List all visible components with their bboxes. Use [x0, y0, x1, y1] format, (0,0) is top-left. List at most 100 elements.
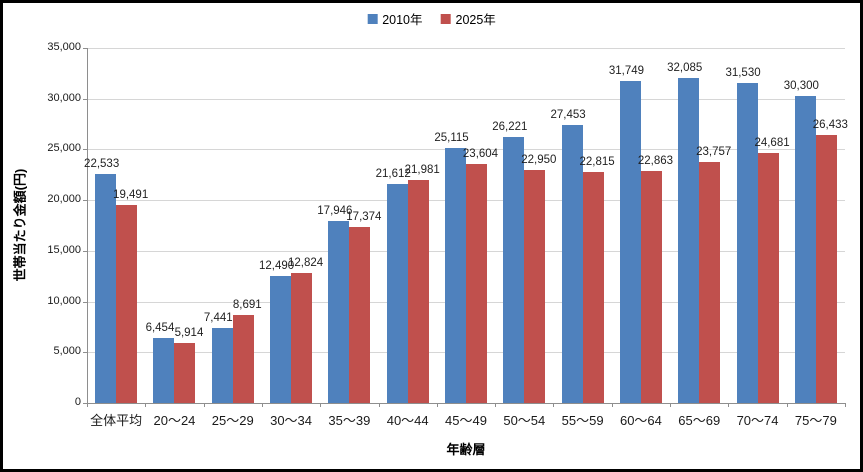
y-axis-tick — [83, 352, 87, 354]
bar-2025[interactable] — [349, 226, 371, 403]
value-label: 6,454 — [145, 321, 175, 334]
value-label: 31,530 — [725, 67, 761, 80]
x-tick-label: 全体平均 — [90, 413, 143, 428]
y-axis-tick — [83, 403, 87, 404]
value-label: 24,681 — [754, 136, 790, 149]
bar-2010[interactable] — [95, 174, 117, 403]
value-label: 25,115 — [434, 132, 469, 145]
value-label: 26,221 — [492, 121, 528, 134]
value-label: 26,433 — [812, 118, 848, 131]
y-tick-label: 5,000 — [53, 345, 81, 358]
bar-2025[interactable] — [407, 180, 429, 403]
value-label: 17,946 — [317, 204, 353, 217]
x-tick-label: 40〜44 — [386, 413, 429, 428]
value-label: 22,533 — [84, 158, 120, 171]
value-label: 12,490 — [258, 260, 295, 273]
bar-2025[interactable] — [174, 343, 196, 403]
y-tick-label: 30,000 — [47, 91, 81, 104]
bar-2010[interactable] — [328, 220, 350, 403]
bar-2010[interactable] — [386, 183, 408, 403]
bar-2010[interactable] — [270, 276, 292, 403]
y-axis-tick — [83, 149, 87, 151]
y-axis-tick — [83, 98, 87, 100]
x-axis-title: 年齢層 — [446, 442, 486, 457]
value-label: 22,815 — [579, 155, 615, 168]
y-tick-label: 10,000 — [47, 294, 81, 307]
value-label: 17,374 — [346, 210, 382, 223]
legend: 2010年 2025年 — [367, 9, 496, 28]
value-label: 23,604 — [462, 147, 499, 160]
bar-2010[interactable] — [503, 137, 525, 403]
x-tick-label: 50〜54 — [503, 413, 546, 428]
bar-2010[interactable] — [153, 337, 175, 403]
y-axis-tick — [83, 48, 87, 49]
bar-2025[interactable] — [640, 171, 662, 403]
bar-2025[interactable] — [116, 205, 138, 403]
x-tick-label: 55〜59 — [561, 413, 604, 428]
x-axis-line — [87, 403, 845, 404]
x-tick-label: 65〜69 — [678, 413, 721, 428]
x-axis-tick — [203, 403, 205, 407]
bar-2025[interactable] — [815, 134, 837, 403]
y-axis-title: 世帯当たり金額(円) — [12, 168, 28, 282]
value-label: 12,824 — [287, 256, 324, 269]
y-tick-label: 35,000 — [47, 41, 81, 53]
x-axis-tick — [728, 403, 730, 407]
legend-item-2025[interactable]: 2025年 — [440, 9, 496, 28]
gridline — [87, 48, 845, 49]
x-axis-tick — [320, 403, 322, 407]
legend-swatch-icon — [367, 13, 378, 24]
x-tick-label: 20〜24 — [153, 413, 196, 428]
y-axis-tick — [83, 301, 87, 303]
value-label: 31,749 — [608, 64, 645, 77]
bar-2025[interactable] — [582, 171, 604, 403]
y-tick-label: 0 — [74, 396, 81, 408]
bar-2025[interactable] — [699, 162, 721, 403]
x-tick-label: 25〜29 — [211, 413, 254, 428]
bar-2010[interactable] — [736, 83, 758, 403]
y-tick-label: 20,000 — [47, 193, 81, 206]
bar-2025[interactable] — [524, 170, 546, 403]
value-label: 8,691 — [232, 298, 262, 311]
x-axis-tick — [495, 403, 497, 407]
gridline — [87, 98, 845, 100]
x-axis-tick — [670, 403, 672, 407]
bar-2010[interactable] — [619, 80, 641, 403]
x-tick-label: 30〜34 — [270, 413, 313, 428]
value-label: 27,453 — [550, 108, 586, 121]
x-tick-label: 70〜74 — [736, 413, 779, 428]
x-axis-tick — [786, 403, 788, 407]
value-label: 23,757 — [696, 146, 732, 159]
bar-2025[interactable] — [757, 152, 779, 403]
bar-2010[interactable] — [445, 148, 466, 403]
bar-2010[interactable] — [794, 95, 816, 403]
gridline — [87, 149, 845, 151]
y-tick-label: 15,000 — [47, 243, 81, 256]
bar-2025[interactable] — [466, 163, 487, 403]
bar-2025[interactable] — [232, 314, 254, 403]
x-axis-tick — [87, 403, 88, 407]
x-axis-tick — [611, 403, 613, 407]
value-label: 21,981 — [404, 164, 440, 177]
x-axis-tick — [261, 403, 263, 407]
x-tick-label: 60〜64 — [619, 413, 662, 428]
value-label: 5,914 — [174, 327, 204, 339]
bar-2010[interactable] — [211, 327, 233, 403]
x-axis-tick — [145, 403, 147, 407]
value-label: 21,612 — [375, 167, 411, 180]
y-axis-line — [87, 48, 88, 403]
x-axis-tick — [436, 403, 438, 407]
value-label: 22,863 — [637, 155, 674, 168]
legend-label: 2025年 — [455, 13, 496, 27]
legend-swatch-icon — [440, 13, 451, 24]
value-label: 30,300 — [783, 79, 819, 92]
x-tick-label: 35〜39 — [328, 413, 371, 428]
bar-2010[interactable] — [561, 124, 583, 403]
legend-item-2010[interactable]: 2010年 — [367, 9, 423, 28]
bar-2025[interactable] — [291, 272, 313, 403]
x-axis-tick — [553, 403, 555, 407]
x-tick-label: 45〜49 — [445, 413, 487, 428]
bar-2010[interactable] — [678, 77, 700, 403]
value-label: 19,491 — [113, 189, 149, 202]
